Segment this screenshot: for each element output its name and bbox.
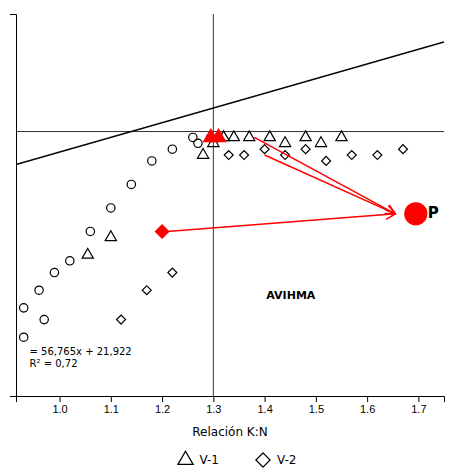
series-2 (20, 315, 49, 341)
legend-symbol (256, 453, 270, 467)
point-diamond (322, 156, 331, 165)
annotation: AVIHMA (266, 289, 316, 302)
x-tick: 1.5 (309, 396, 324, 415)
series-4 (117, 145, 408, 324)
legend-item: V-1 (178, 451, 219, 466)
point-diamond (117, 315, 126, 324)
series-1 (20, 133, 215, 312)
x-tick-label: 1.7 (411, 403, 426, 415)
point-triangle (197, 149, 208, 159)
point-triangle (315, 137, 326, 147)
x-tick-label: 1.1 (104, 403, 119, 415)
vertical-line (213, 14, 214, 396)
point-circle (168, 145, 176, 153)
point-circle (194, 139, 202, 147)
x-tick: 1.6 (360, 396, 375, 415)
point-circle (148, 157, 156, 165)
x-tick: 1.2 (155, 396, 170, 415)
x-tick-mark (111, 396, 112, 402)
x-axis-title: Relación K:N (192, 425, 267, 439)
point-circle (50, 268, 58, 276)
point-diamond (260, 145, 269, 154)
point-circle (35, 286, 43, 294)
point-circle (86, 227, 94, 235)
point-circle (20, 304, 28, 312)
point-diamond (168, 268, 177, 277)
legend-label: V-2 (277, 453, 296, 467)
x-tick-mark (367, 396, 368, 402)
point-triangle (82, 248, 93, 258)
point-circle (40, 315, 48, 323)
point-circle (127, 180, 135, 188)
point-circle (66, 257, 74, 265)
y-axis-line (10, 15, 17, 397)
legend-item: V-2 (256, 453, 297, 468)
x-tick: 1.3 (206, 396, 221, 415)
x-tick-label: 1.6 (360, 403, 375, 415)
line (16, 42, 444, 165)
series-3 (82, 131, 347, 258)
point-diamond (399, 145, 408, 154)
x-tick: 1.7 (411, 396, 426, 415)
horizontal-line (16, 131, 444, 132)
point-diamond (224, 151, 233, 160)
arrow (167, 214, 395, 232)
legend-label: V-1 (200, 453, 219, 467)
legend-symbol (178, 451, 193, 464)
x-tick-mark (265, 396, 266, 402)
point-circle (189, 133, 197, 141)
point-triangle (279, 137, 290, 147)
x-tick-mark (418, 396, 419, 402)
x-tick: 1.0 (52, 396, 67, 415)
point-circle (20, 333, 28, 341)
annotation-line: R² = 0,72 (30, 358, 78, 369)
point-diamond (373, 151, 382, 160)
x-tick-label: 1.0 (52, 403, 67, 415)
x-tick-label: 1.2 (155, 403, 170, 415)
point-triangle (264, 131, 275, 141)
series-7 (405, 203, 427, 225)
series-0 (16, 42, 444, 165)
arrow (265, 155, 396, 214)
series-5 (204, 129, 226, 141)
x-tick: 1.4 (257, 396, 272, 415)
point-circle (405, 203, 427, 225)
annotation: = 56,765x + 21,922R² = 0,72 (30, 346, 132, 369)
chart: 1.0 1.1 1.2 1.3 1.4 1.5 1.6 1.7 Relación K:N P AVI… (0, 0, 474, 474)
point-triangle (105, 231, 116, 241)
annotation: P (428, 204, 439, 222)
x-tick-mark (162, 396, 163, 402)
legend: V-1 V-2 (178, 451, 297, 467)
x-tick-mark (316, 396, 317, 402)
annotation-line: = 56,765x + 21,922 (30, 346, 132, 357)
point-triangle (244, 131, 255, 141)
x-tick: 1.1 (104, 396, 119, 415)
point-triangle (336, 131, 347, 141)
x-axis: 1.0 1.1 1.2 1.3 1.4 1.5 1.6 1.7 (17, 396, 445, 415)
y-axis (10, 15, 17, 397)
point-diamond (155, 225, 168, 238)
x-tick-label: 1.3 (206, 403, 221, 415)
x-tick-mark (60, 396, 61, 402)
point-diamond (347, 151, 356, 160)
point-triangle (228, 131, 239, 141)
point-triangle (300, 131, 311, 141)
point-diamond (301, 145, 310, 154)
arrow (254, 137, 395, 213)
x-tick-label: 1.4 (257, 403, 272, 415)
annotations: P AVIHMA = 56,765x + 21,922R² = 0,72 (30, 204, 439, 368)
series-6 (155, 225, 168, 238)
x-axis-line (17, 397, 445, 403)
plot-area (16, 14, 444, 396)
x-tick-mark (213, 396, 214, 402)
x-tick-label: 1.5 (309, 403, 324, 415)
point-circle (107, 204, 115, 212)
point-diamond (240, 151, 249, 160)
point-triangle (211, 129, 225, 141)
point-diamond (142, 286, 151, 295)
